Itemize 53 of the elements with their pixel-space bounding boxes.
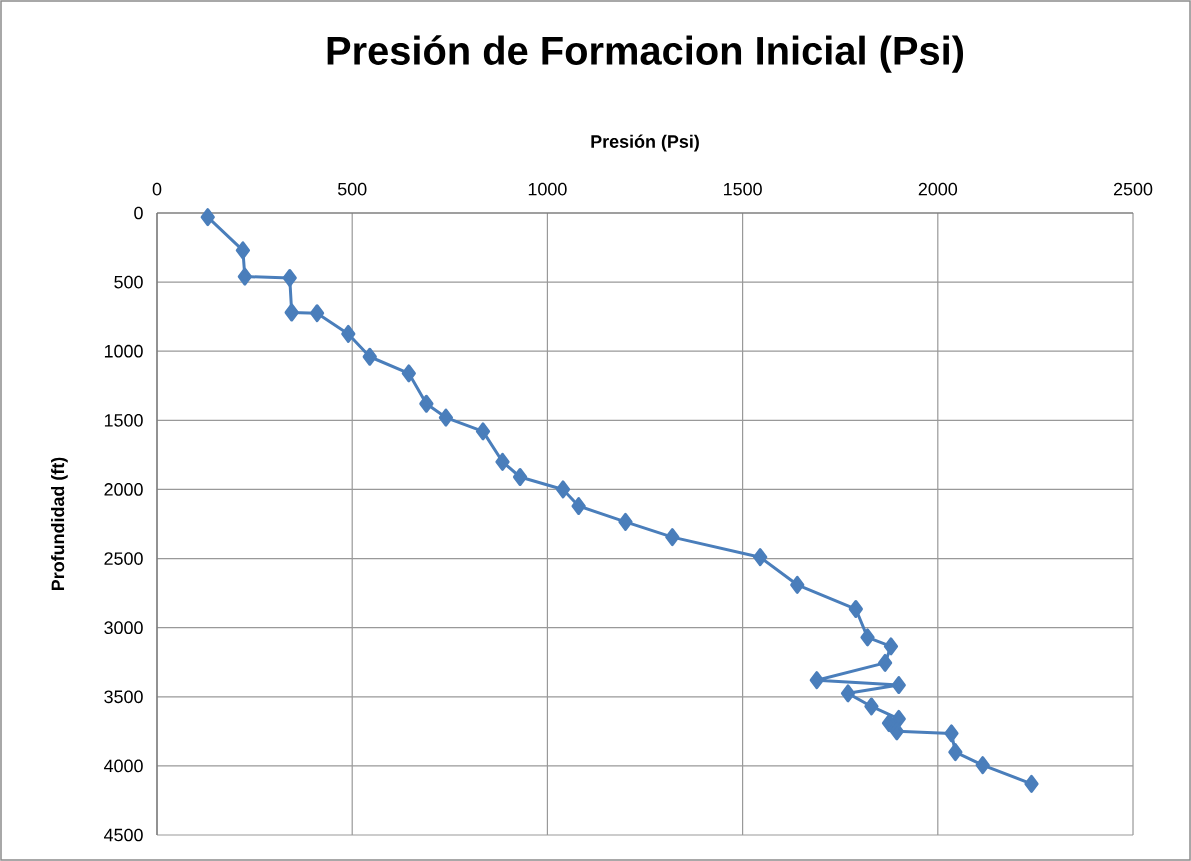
y-tick-label: 2500: [104, 552, 143, 565]
x-tick-label: 1000: [528, 182, 567, 196]
x-tick-label: 2500: [1113, 182, 1153, 196]
y-tick-label: 500: [114, 275, 143, 289]
point: [555, 480, 571, 499]
y-tick-label: 4500: [103, 828, 143, 842]
point: [864, 697, 879, 716]
point: [282, 268, 297, 287]
point: [512, 468, 528, 487]
point: [840, 684, 856, 703]
y-tick-label: 3000: [104, 621, 143, 635]
x-tick-label: 2000: [918, 182, 958, 196]
point: [438, 408, 454, 427]
y-tick-label: 1500: [104, 413, 143, 427]
point: [848, 600, 863, 619]
point: [401, 364, 416, 383]
point: [571, 497, 586, 516]
point: [475, 422, 491, 441]
point: [341, 324, 356, 343]
point: [618, 512, 633, 531]
point: [284, 303, 299, 322]
point: [1024, 774, 1039, 793]
x-tick-label: 0: [152, 182, 162, 196]
point: [362, 347, 377, 366]
point: [860, 628, 875, 647]
point: [881, 714, 897, 733]
point: [419, 394, 434, 413]
point: [495, 452, 510, 471]
point: [889, 722, 904, 741]
point: [883, 637, 899, 656]
point: [944, 724, 959, 743]
x-tick-label: 1500: [724, 182, 762, 196]
x-axis-title: Presión (Psi): [591, 134, 699, 152]
point: [200, 208, 215, 227]
point: [975, 756, 990, 775]
chart-title: Presión de Formacion Inicial (Psi): [327, 35, 964, 73]
point: [948, 743, 963, 762]
y-tick-label: 3500: [104, 690, 143, 704]
point: [790, 575, 805, 594]
point: [665, 528, 680, 547]
y-axis-title: Profundidad (ft): [51, 457, 68, 591]
point: [237, 267, 252, 286]
x-tick-label: 500: [337, 182, 367, 196]
y-tick-label: 4000: [103, 759, 143, 773]
y-tick-label: 0: [134, 206, 143, 220]
point: [891, 676, 906, 695]
y-tick-label: 1000: [104, 344, 143, 358]
point: [877, 653, 893, 672]
point: [309, 304, 325, 323]
point: [753, 548, 768, 567]
point: [235, 241, 251, 260]
point: [809, 671, 824, 690]
y-tick-label: 2000: [104, 483, 143, 496]
